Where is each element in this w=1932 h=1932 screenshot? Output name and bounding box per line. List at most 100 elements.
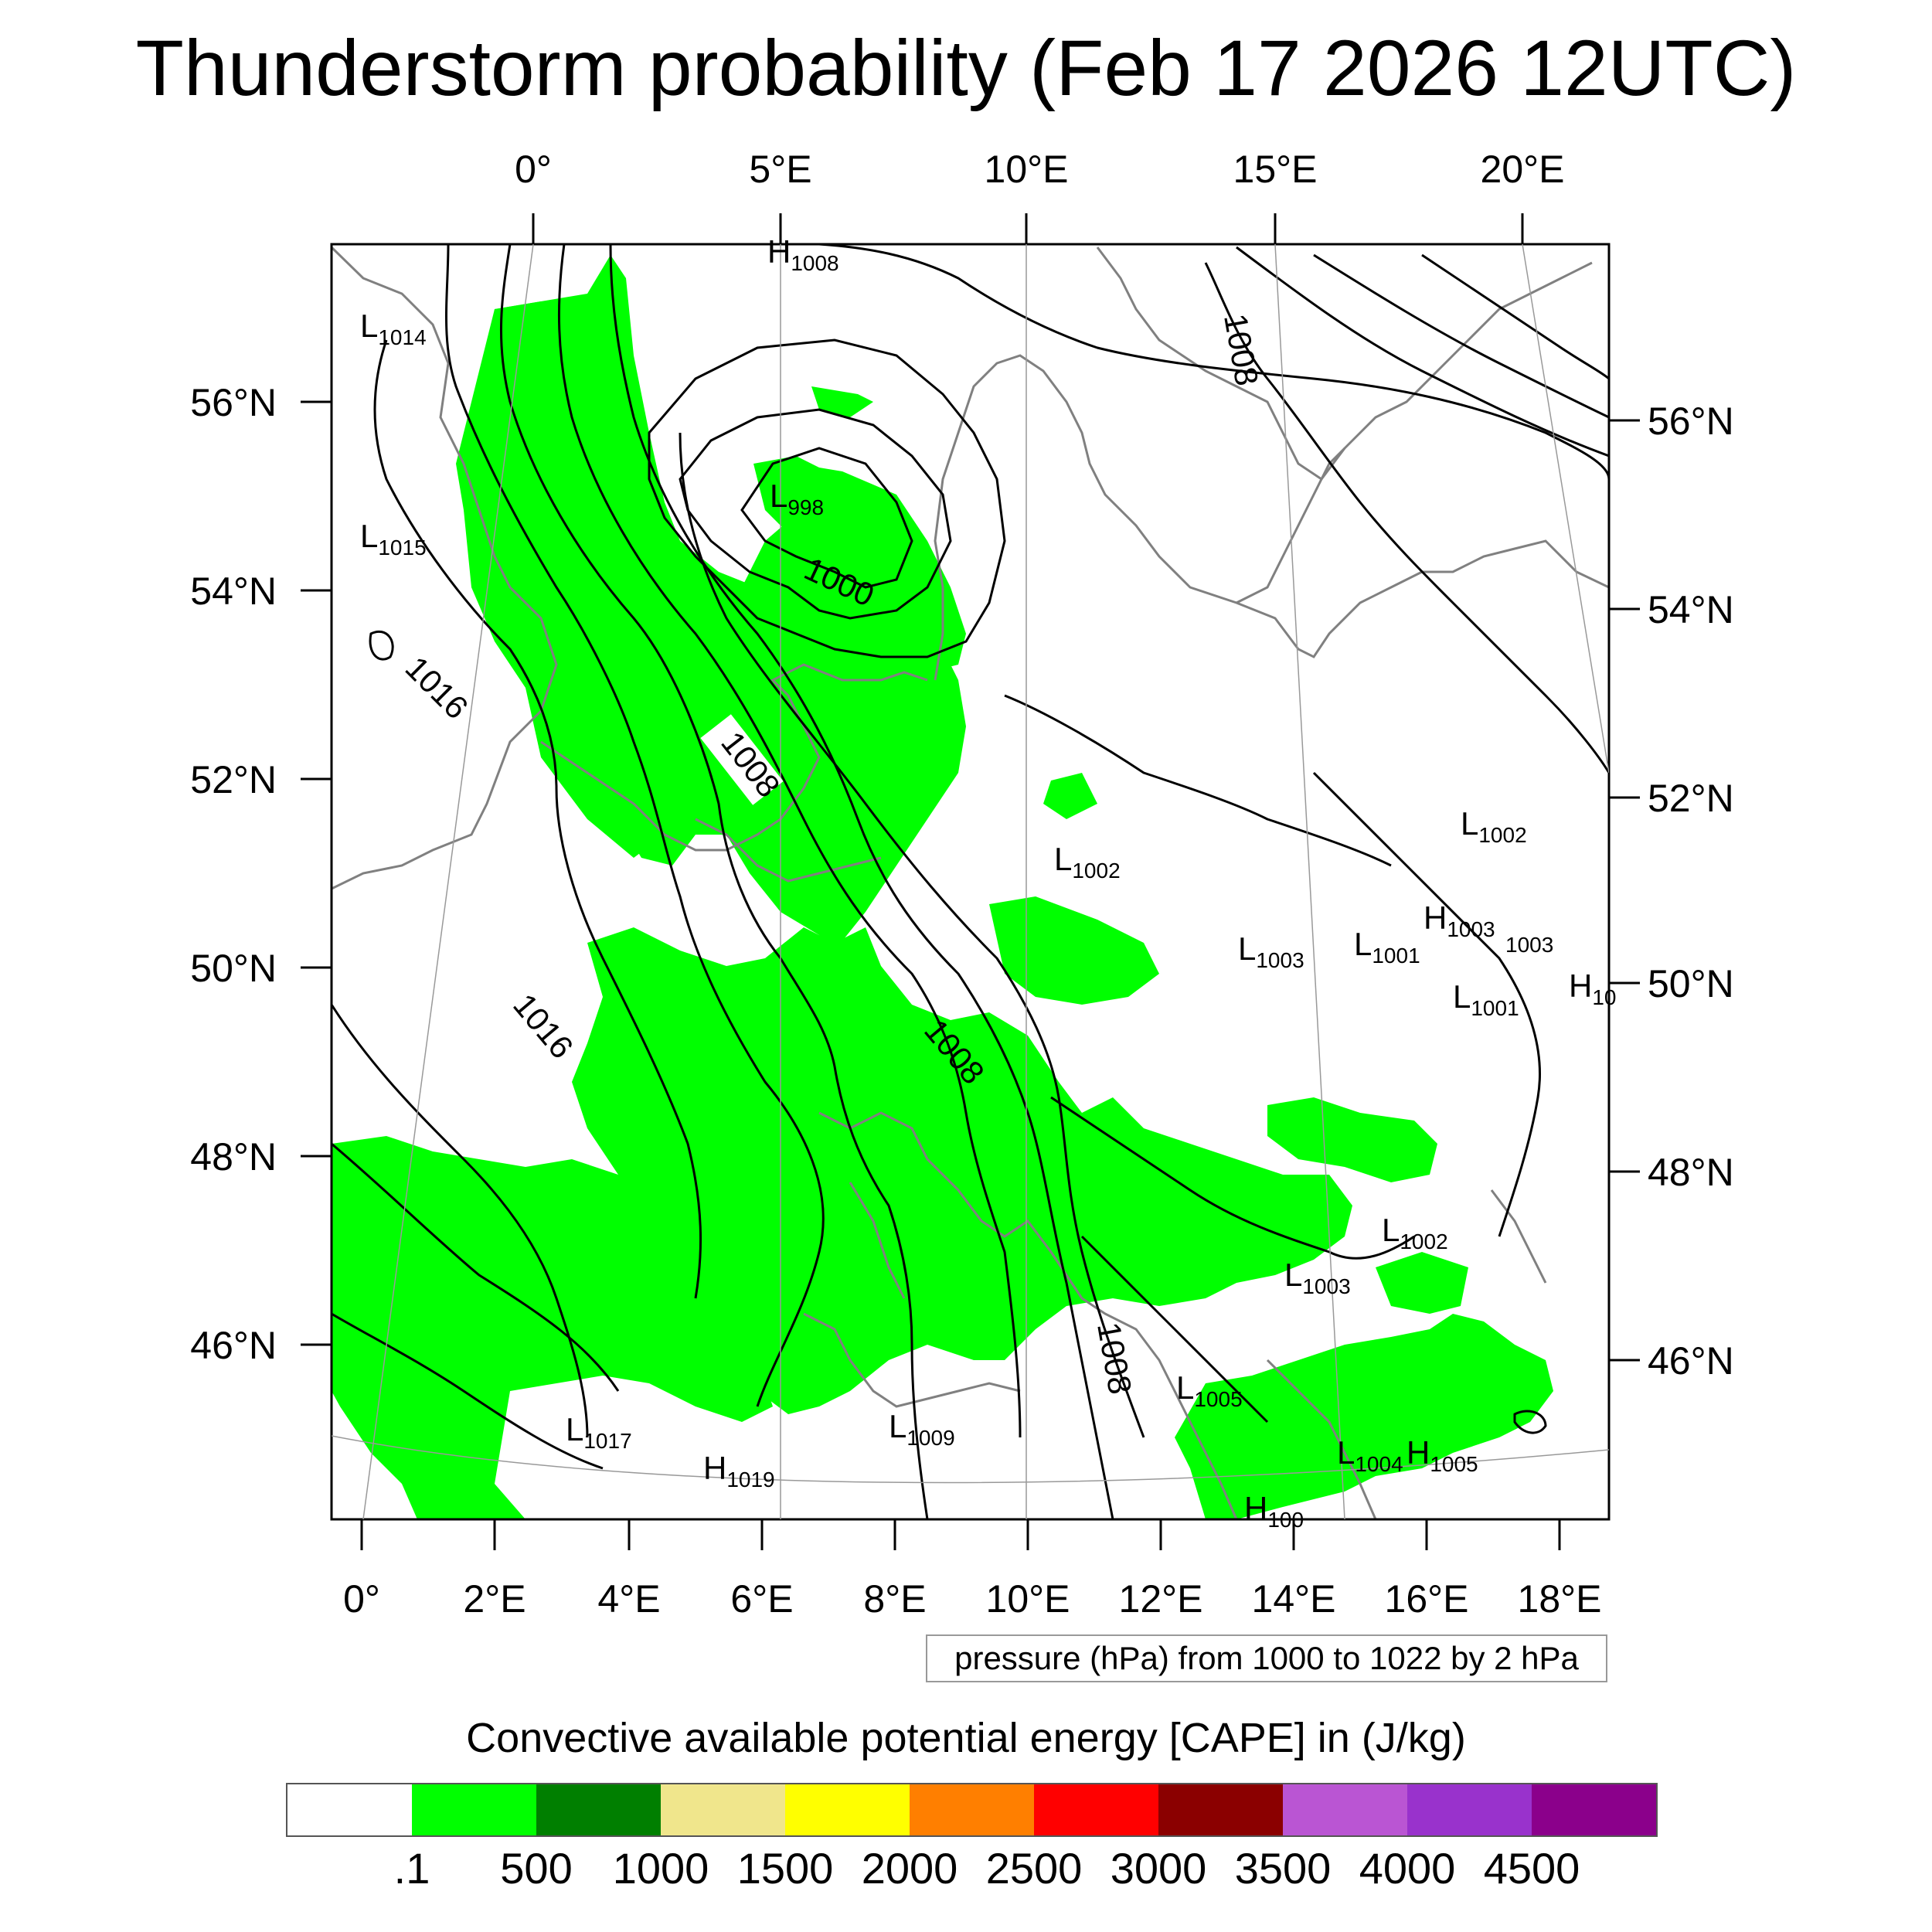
colorbar-label: 3000 <box>1110 1844 1207 1893</box>
pressure-value: 1003 <box>1505 933 1553 957</box>
contour-east-2 <box>1050 1096 1415 1260</box>
contour-info-box: pressure (hPa) from 1000 to 1022 by 2 hP… <box>926 1634 1607 1682</box>
coastlines <box>332 246 1609 1519</box>
top-tick-label: 0° <box>515 148 552 191</box>
right-tick-label: 56°N <box>1648 400 1734 443</box>
left-tick-label: 50°N <box>190 947 277 990</box>
contour-isobar-2 <box>557 244 1022 1438</box>
contour-island <box>369 630 394 661</box>
cape-southwest <box>332 1136 773 1519</box>
right-tick-label: 54°N <box>1648 588 1734 631</box>
bottom-tick-label: 4°E <box>597 1577 660 1621</box>
pressure-low: L1017 <box>566 1411 632 1453</box>
bottom-tick-label: 0° <box>343 1577 380 1621</box>
contour-ne-1 <box>818 244 1609 480</box>
pressure-low: L1003 <box>1238 930 1304 972</box>
bottom-tick-label: 8°E <box>863 1577 926 1621</box>
pressure-low: L1004 <box>1337 1434 1403 1476</box>
pressure-low: L1009 <box>889 1408 955 1450</box>
pressure-low: L1005 <box>1176 1369 1243 1411</box>
contour-east-3 <box>1080 1235 1269 1423</box>
pressure-low: L1014 <box>360 308 427 349</box>
colorbar-label: 1000 <box>612 1844 709 1893</box>
top-tick-label: 20°E <box>1481 148 1565 191</box>
contour-isobar-3 <box>609 244 1114 1519</box>
graticule <box>332 244 1609 1519</box>
bottom-tick-label: 14°E <box>1252 1577 1336 1621</box>
cape-mid-patch <box>989 896 1159 1005</box>
pressure-marks: H1008 L1014 L998 L1015 L1002 L1002 L1003… <box>360 233 1617 1532</box>
colorbar-title: Convective available potential energy [C… <box>466 1715 1466 1761</box>
bottom-axis: 0° 2°E 4°E 6°E 8°E 10°E 12°E 14°E 16°E 1… <box>343 1577 1601 1621</box>
contour-1008-west <box>445 244 825 1407</box>
colorbar-swatch <box>1407 1784 1532 1835</box>
cape-field <box>332 255 1553 1519</box>
contour-ne-2 <box>1236 246 1609 457</box>
pressure-high: H1005 <box>1406 1434 1478 1476</box>
colorbar-swatch <box>785 1784 910 1835</box>
bottom-tick-label: 16°E <box>1385 1577 1469 1621</box>
pressure-low: L1002 <box>1461 805 1527 847</box>
contour-se-loop <box>1513 1410 1547 1434</box>
top-axis: 0° 5°E 10°E 15°E 20°E <box>515 148 1564 191</box>
colorbar-label: 2000 <box>861 1844 958 1893</box>
right-tick-label: 50°N <box>1648 962 1734 1005</box>
cape-east-1 <box>1267 1097 1437 1182</box>
pressure-high: H1003 <box>1423 900 1495 941</box>
colorbar-swatch <box>1283 1784 1407 1835</box>
top-tick-label: 10°E <box>985 148 1069 191</box>
right-tick-label: 52°N <box>1648 777 1734 820</box>
colorbar-label: 1500 <box>736 1844 834 1893</box>
pressure-high: H1019 <box>703 1450 775 1492</box>
right-axis: 56°N 54°N 52°N 50°N 48°N 46°N <box>1648 400 1734 1383</box>
cape-central <box>572 927 1352 1414</box>
right-tick-label: 48°N <box>1648 1151 1734 1194</box>
pressure-low: L1003 <box>1284 1257 1351 1298</box>
contour-1016-a <box>373 339 702 1299</box>
pressure-high: H10 <box>1569 968 1617 1009</box>
colorbar-swatch <box>910 1784 1034 1835</box>
colorbar-swatch <box>1158 1784 1283 1835</box>
colorbar-label: .1 <box>393 1844 430 1893</box>
bottom-tick-label: 6°E <box>730 1577 793 1621</box>
pressure-high: H1008 <box>767 233 839 275</box>
pressure-low: L1001 <box>1354 926 1420 968</box>
pressure-low: L1001 <box>1453 978 1519 1020</box>
bottom-tick-label: 2°E <box>463 1577 526 1621</box>
contour-east-1 <box>1004 694 1392 867</box>
colorbar-label: 500 <box>500 1844 573 1893</box>
pressure-low: L1002 <box>1054 841 1121 883</box>
contour-isobar-1 <box>499 244 929 1519</box>
contour-998 <box>740 447 913 589</box>
contour-sw-2 <box>332 1312 604 1470</box>
right-tick-label: 46°N <box>1648 1339 1734 1383</box>
colorbar-swatch <box>536 1784 661 1835</box>
contour-1016-b <box>332 1004 589 1438</box>
pressure-high: H100 <box>1244 1490 1304 1532</box>
top-tick-label: 15°E <box>1233 148 1318 191</box>
map-title: Thunderstorm probability (Feb 17 2026 12… <box>135 24 1797 112</box>
colorbar-swatch <box>412 1784 536 1835</box>
cape-east-2 <box>1376 1252 1468 1314</box>
left-axis: 56°N 54°N 52°N 50°N 48°N 46°N <box>190 381 277 1367</box>
colorbar-label: 3500 <box>1234 1844 1332 1893</box>
top-tick-label: 5°E <box>749 148 811 191</box>
left-tick-label: 54°N <box>190 570 277 613</box>
contour-se-1 <box>1312 771 1541 1237</box>
colorbar-label: 2500 <box>985 1844 1083 1893</box>
contour-ne-4 <box>1421 253 1609 380</box>
colorbar-label: 4000 <box>1359 1844 1456 1893</box>
colorbar-swatch <box>661 1784 785 1835</box>
pressure-low: L1015 <box>360 518 427 560</box>
colorbar-swatch <box>1034 1784 1158 1835</box>
pressure-contours <box>332 244 1609 1519</box>
cape-band-west <box>464 301 665 858</box>
left-tick-label: 52°N <box>190 758 277 801</box>
cape-low-center <box>753 456 896 572</box>
axis-ticks <box>301 213 1640 1550</box>
contour-sw-1 <box>332 1142 620 1392</box>
bottom-tick-label: 10°E <box>986 1577 1070 1621</box>
pressure-low: L998 <box>770 478 824 519</box>
left-tick-label: 56°N <box>190 381 277 424</box>
